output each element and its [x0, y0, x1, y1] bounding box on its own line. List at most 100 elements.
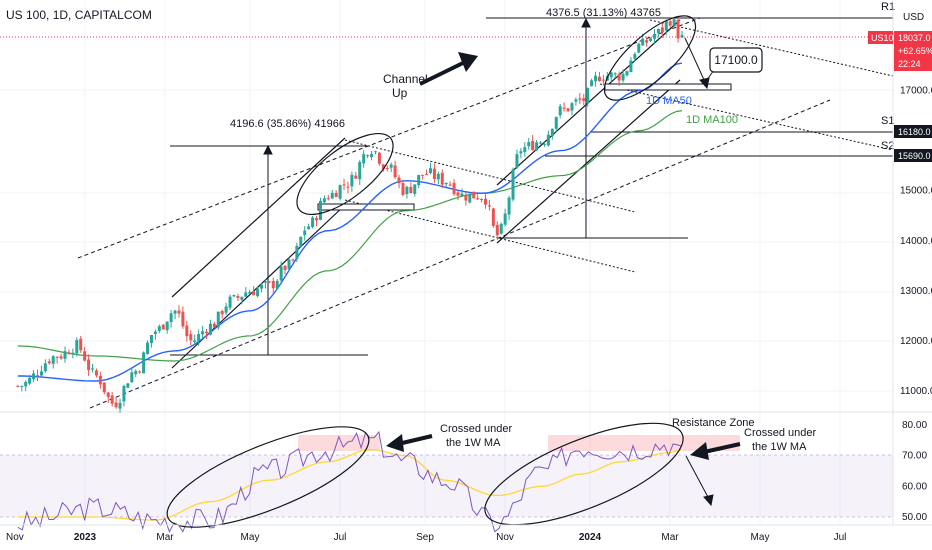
candle [370, 151, 374, 161]
candle [126, 382, 130, 388]
candle [609, 71, 613, 83]
candle [201, 325, 205, 339]
resistance-zone-1 [298, 435, 380, 451]
candle [83, 346, 87, 362]
candle [393, 160, 397, 179]
currency-label: USD [903, 12, 924, 23]
candle [43, 359, 47, 373]
candle [468, 193, 472, 204]
candle [444, 182, 448, 187]
candle [519, 147, 523, 159]
candle [558, 103, 562, 119]
s1-tag [894, 125, 932, 138]
candle [377, 151, 381, 166]
candle [660, 23, 664, 38]
candle [476, 194, 480, 201]
candle [228, 294, 232, 311]
candle [51, 355, 55, 369]
candle [283, 265, 287, 275]
candle [539, 141, 543, 145]
candle [527, 137, 531, 150]
candle [71, 348, 75, 359]
symbol-tag-label: US100 [871, 33, 899, 43]
channel-label-1: Channel [383, 72, 428, 86]
price-tick-label: 11000.0 [900, 386, 932, 397]
last-countdown: 22:24 [898, 59, 921, 69]
candle [181, 306, 185, 329]
channel-up [77, 17, 831, 409]
candle [295, 242, 299, 262]
candle [389, 162, 393, 173]
resistance-zone-label: Resistance Zone [672, 417, 755, 429]
candle [153, 329, 157, 340]
candle [350, 171, 354, 192]
time-tick-label: May [241, 532, 260, 543]
candle [546, 130, 550, 147]
candle [421, 174, 425, 180]
candle [157, 324, 161, 334]
candle [271, 277, 275, 295]
candle [326, 194, 330, 201]
candle [472, 191, 476, 199]
candle [574, 97, 578, 106]
candle [98, 371, 102, 389]
candle [428, 162, 432, 175]
candle [672, 17, 676, 27]
candle [161, 324, 165, 330]
candle [409, 182, 413, 194]
candle [597, 72, 601, 82]
candle [32, 370, 36, 383]
descending-channels [344, 19, 894, 273]
candle [452, 179, 456, 196]
crossed-2-line1: Crossed under [744, 427, 816, 439]
time-tick-label: May [751, 532, 770, 543]
crossed-2-line2: the 1W MA [752, 441, 807, 453]
candle [362, 150, 366, 168]
candle [149, 334, 153, 348]
crossed-1-line1: Crossed under [440, 423, 512, 435]
candle [208, 319, 212, 336]
candle [645, 36, 649, 47]
ma100-line [17, 110, 683, 362]
measure-1-label: 4196.6 (35.86%) 41966 [230, 118, 345, 130]
candle [75, 337, 79, 357]
oscillator-ma-path [17, 448, 683, 521]
candle [240, 296, 244, 305]
candle [287, 257, 291, 272]
candle [169, 310, 173, 328]
consolidation-box-2 [604, 83, 732, 91]
candle [20, 385, 24, 392]
last-change: +62.65% [898, 46, 932, 56]
candle [562, 102, 566, 112]
candle [173, 309, 177, 320]
candle [464, 191, 468, 206]
candle [260, 283, 264, 293]
candle [381, 163, 385, 172]
top-ellipse-1 [296, 132, 394, 216]
crossed-1-line2: the 1W MA [446, 437, 501, 449]
candle [676, 16, 680, 43]
candle [110, 391, 114, 407]
candle [550, 128, 554, 140]
candle [566, 107, 570, 112]
ma100-label: 1D MA100 [686, 114, 738, 126]
candle [436, 171, 440, 185]
candle [263, 278, 267, 289]
levels [170, 17, 893, 356]
candle [582, 93, 586, 106]
candle [594, 71, 598, 87]
oscillator-path [17, 430, 683, 533]
candle [417, 174, 421, 189]
price-tick-labels: 17000.0 15000.0 14000.0 13000.0 12000.0 11000… [900, 86, 932, 397]
time-tick-label: 2023 [74, 532, 97, 543]
candle [244, 287, 248, 298]
osc-projection-arrow [685, 455, 714, 507]
crossed-arrow-1 [386, 434, 433, 452]
candle [59, 353, 63, 360]
candle [460, 188, 464, 197]
candle [94, 368, 98, 378]
candle [16, 385, 20, 388]
candle [138, 370, 142, 374]
candle [373, 150, 377, 155]
